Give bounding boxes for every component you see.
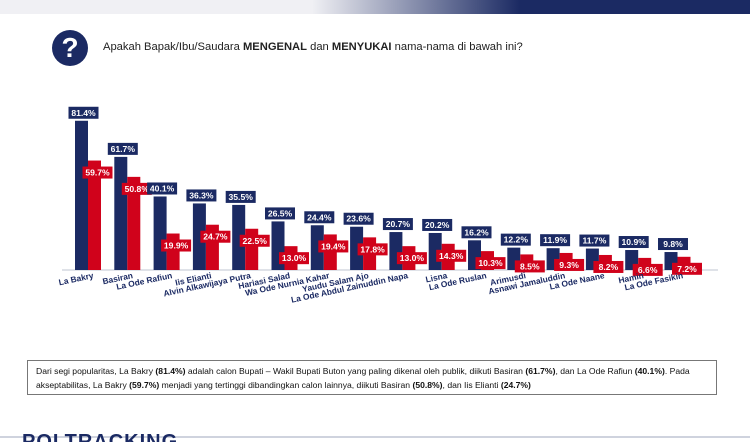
data-label-blue-9: 20.2% [425, 220, 450, 230]
data-label-box-blue-7 [343, 212, 374, 225]
data-label-red-12: 9.3% [559, 260, 579, 270]
data-label-box-blue-3 [186, 189, 217, 202]
question-text: Apakah Bapak/Ibu/Saudara MENGENAL dan ME… [103, 41, 523, 53]
data-label-box-red-15 [672, 262, 702, 275]
data-label-red-13: 8.2% [599, 262, 619, 272]
data-label-box-blue-15 [658, 238, 688, 251]
data-label-box-red-9 [436, 249, 467, 262]
data-label-blue-4: 35.5% [229, 192, 254, 202]
data-label-blue-1: 61.7% [111, 144, 136, 154]
data-label-red-3: 24.7% [203, 232, 228, 242]
data-label-blue-3: 36.3% [189, 190, 214, 200]
data-label-box-red-5 [279, 252, 309, 265]
data-label-blue-15: 9.8% [663, 239, 683, 249]
data-label-box-red-12 [554, 258, 585, 271]
brand-logo-text: POLTRACKING [22, 431, 179, 442]
data-label-red-8: 13.0% [400, 253, 425, 263]
data-label-red-1: 50.8% [125, 184, 150, 194]
data-label-box-red-1 [121, 182, 152, 195]
data-label-box-blue-4 [225, 190, 256, 203]
data-label-box-red-13 [593, 260, 624, 273]
bar-blue-1 [114, 156, 128, 270]
data-label-red-10: 10.3% [478, 258, 503, 268]
bar-red-0 [88, 160, 101, 270]
data-label-blue-7: 23.6% [346, 214, 371, 224]
data-label-red-4: 22.5% [243, 236, 268, 246]
data-label-blue-13: 11.7% [582, 236, 606, 246]
data-label-box-blue-8 [382, 218, 413, 231]
bar-blue-3 [192, 203, 206, 270]
category-label-9: Lisna [425, 270, 449, 284]
data-label-box-red-14 [632, 263, 663, 276]
data-label-red-9: 14.3% [439, 251, 464, 261]
data-label-box-red-4 [239, 234, 270, 247]
summary-note: Dari segi popularitas, La Bakry (81.4%) … [27, 360, 717, 395]
data-label-box-red-6 [318, 240, 349, 253]
data-label-box-red-2 [161, 239, 192, 252]
category-label-0: La Bakry [58, 270, 95, 287]
data-label-box-blue-13 [579, 234, 610, 247]
data-label-box-blue-11 [500, 233, 531, 246]
data-label-box-red-3 [200, 230, 231, 243]
bar-red-2 [166, 233, 180, 270]
bar-blue-0 [75, 120, 88, 270]
data-label-red-11: 8.5% [520, 261, 540, 271]
data-label-red-15: 7.2% [677, 264, 697, 274]
data-label-box-blue-6 [304, 211, 335, 224]
data-label-red-14: 6.6% [638, 265, 658, 275]
data-label-box-blue-14 [618, 236, 649, 249]
data-label-red-6: 19.4% [321, 241, 346, 251]
data-label-red-2: 19.9% [164, 241, 189, 251]
data-label-blue-2: 40.1% [150, 183, 175, 193]
data-label-blue-11: 12.2% [504, 235, 529, 245]
data-label-red-7: 17.8% [360, 244, 385, 254]
bar-red-1 [127, 176, 141, 270]
data-label-red-5: 13.0% [282, 253, 307, 263]
bar-blue-2 [153, 196, 167, 270]
data-label-box-red-8 [396, 252, 427, 265]
bottom-divider [0, 436, 750, 438]
data-label-box-blue-9 [422, 218, 453, 231]
data-label-blue-5: 26.5% [268, 208, 293, 218]
data-label-box-red-10 [475, 257, 506, 270]
bar-blue-8 [389, 232, 403, 270]
bar-blue-6 [310, 225, 324, 270]
data-label-box-red-11 [514, 260, 545, 273]
data-label-box-blue-1 [107, 142, 138, 155]
data-label-box-red-7 [357, 243, 388, 256]
data-label-box-red-0 [82, 166, 113, 179]
data-label-box-blue-2 [147, 182, 178, 195]
data-label-blue-6: 24.4% [307, 212, 332, 222]
top-stripe-fade [0, 0, 520, 14]
data-label-blue-0: 81.4% [71, 108, 96, 118]
data-label-blue-10: 16.2% [464, 227, 489, 237]
bar-blue-7 [350, 226, 364, 270]
data-label-box-blue-12 [540, 234, 571, 247]
data-label-box-blue-10 [461, 226, 492, 239]
data-label-blue-14: 10.9% [622, 237, 647, 247]
question-mark-icon: ? [52, 30, 88, 66]
bar-chart: 81.4%59.7%La Bakry61.7%50.8%Basiran40.1%… [58, 106, 718, 305]
data-label-blue-8: 20.7% [386, 219, 411, 229]
data-label-box-blue-0 [68, 106, 99, 119]
data-label-box-blue-5 [265, 207, 295, 220]
bar-blue-4 [232, 204, 246, 270]
data-label-blue-12: 11.9% [543, 235, 567, 245]
data-label-red-0: 59.7% [85, 168, 110, 178]
